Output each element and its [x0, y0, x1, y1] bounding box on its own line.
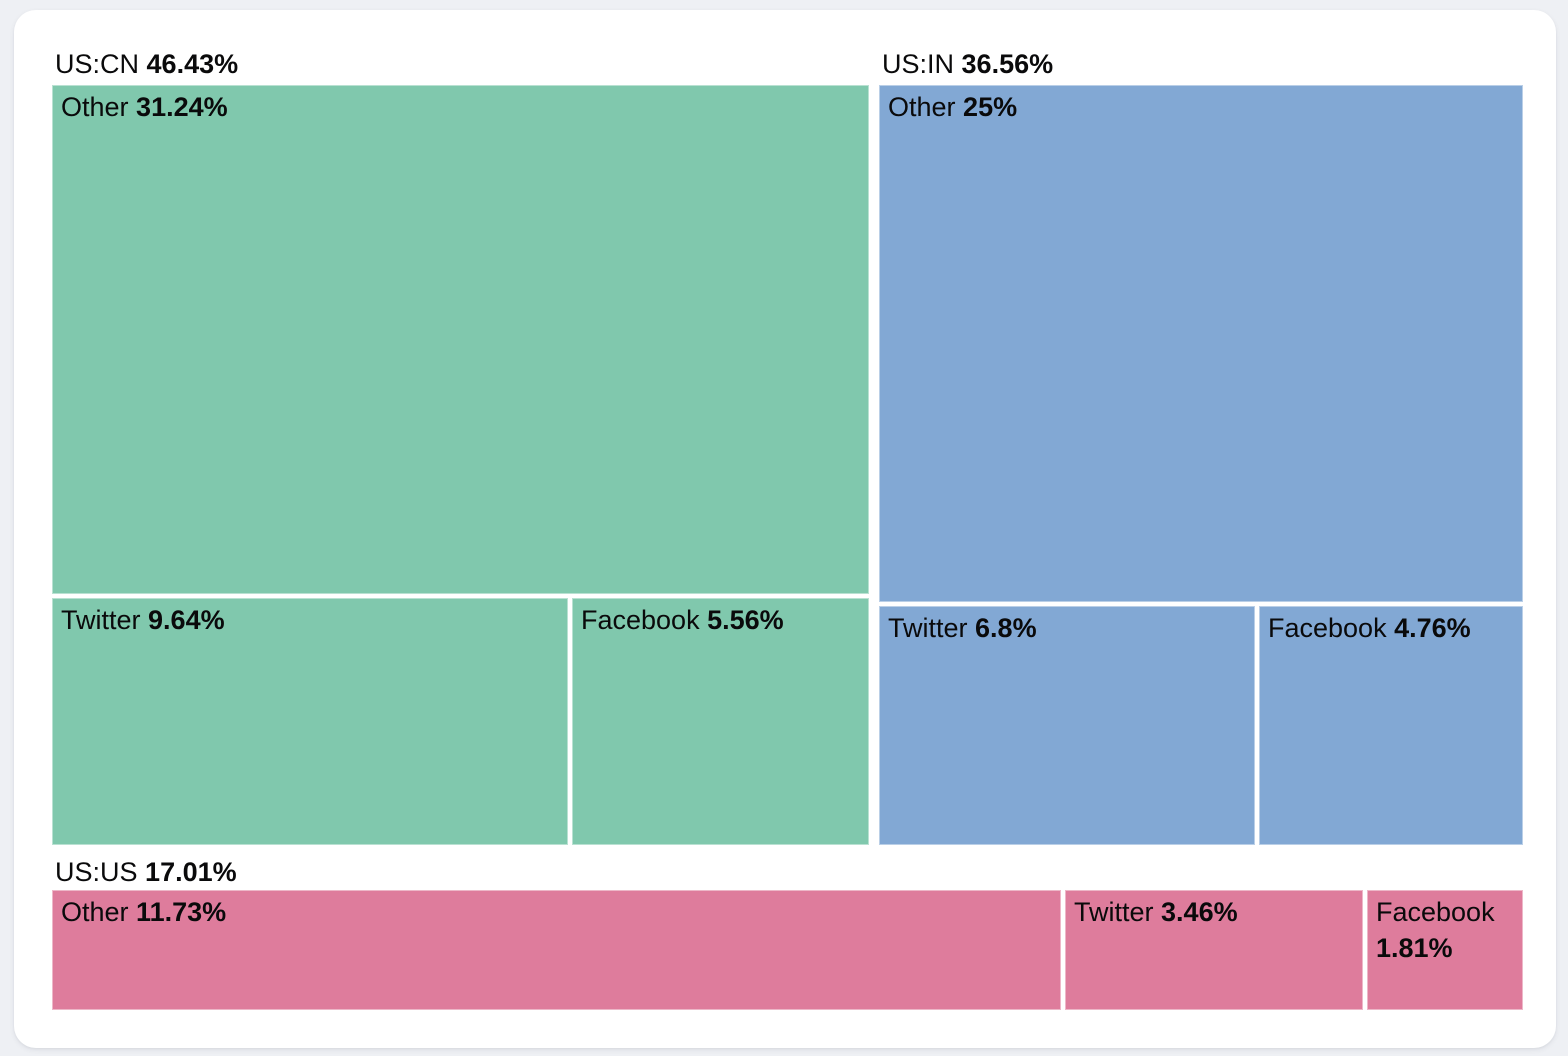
cell-label: Facebook: [1376, 897, 1495, 927]
treemap-cell-us-cn-twitter[interactable]: Twitter 9.64%: [52, 598, 568, 845]
treemap-cell-us-in-twitter[interactable]: Twitter 6.8%: [879, 606, 1255, 845]
group-header-us-in: US:IN 36.56%: [882, 47, 1053, 81]
group-label: US:CN: [55, 49, 140, 79]
cell-value: 1.81%: [1376, 932, 1453, 963]
group-header-us-us: US:US 17.01%: [55, 855, 237, 889]
treemap-cell-us-in-other[interactable]: Other 25%: [879, 85, 1523, 602]
cell-label: Facebook: [1268, 613, 1387, 643]
treemap-cell-us-us-facebook[interactable]: Facebook 1.81%: [1367, 890, 1523, 1010]
cell-value: 9.64%: [148, 605, 225, 635]
cell-value: 25%: [963, 92, 1018, 122]
treemap-cell-us-us-other[interactable]: Other 11.73%: [52, 890, 1061, 1010]
cell-value: 5.56%: [707, 605, 784, 635]
group-header-us-cn: US:CN 46.43%: [55, 47, 238, 81]
group-value: 46.43%: [146, 49, 239, 79]
treemap-cell-us-in-facebook[interactable]: Facebook 4.76%: [1259, 606, 1523, 845]
cell-value: 6.8%: [975, 613, 1037, 643]
group-value: 36.56%: [961, 49, 1054, 79]
cell-label: Facebook: [581, 605, 700, 635]
cell-label: Twitter: [61, 605, 141, 635]
cell-value: 31.24%: [136, 92, 228, 122]
treemap-cell-us-cn-facebook[interactable]: Facebook 5.56%: [572, 598, 869, 845]
group-label: US:IN: [882, 49, 955, 79]
group-label: US:US: [55, 857, 138, 887]
treemap-cell-us-us-twitter[interactable]: Twitter 3.46%: [1065, 890, 1363, 1010]
treemap-cell-us-cn-other[interactable]: Other 31.24%: [52, 85, 869, 594]
cell-label: Other: [61, 92, 129, 122]
treemap-card: US:CN 46.43% US:IN 36.56% US:US 17.01% O…: [14, 10, 1556, 1048]
cell-label: Other: [888, 92, 956, 122]
cell-value: 3.46%: [1161, 897, 1238, 927]
cell-label: Twitter: [888, 613, 968, 643]
cell-value: 11.73%: [136, 897, 227, 927]
cell-label: Twitter: [1074, 897, 1154, 927]
cell-label: Other: [61, 897, 129, 927]
cell-value: 4.76%: [1394, 613, 1471, 643]
group-value: 17.01%: [145, 857, 237, 887]
